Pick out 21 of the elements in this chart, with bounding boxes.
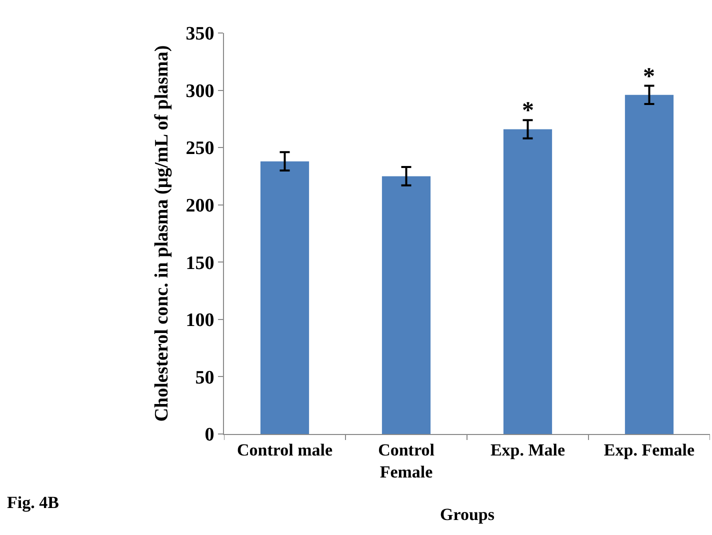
- x-tick-label: Control male: [236, 440, 333, 460]
- bar: [503, 129, 552, 434]
- x-tick-label: Exp. Female: [604, 440, 696, 460]
- x-tick-label: Control Female: [378, 440, 435, 482]
- bar: [260, 161, 310, 434]
- annotation: *: [643, 64, 655, 90]
- y-tick-label: 50: [195, 367, 214, 388]
- caption: Fig. 4B: [7, 493, 59, 512]
- y-tick-label: 150: [186, 252, 214, 274]
- y-tick-label: 100: [186, 310, 214, 332]
- bar: [624, 94, 674, 434]
- y-tick-label: 0: [204, 424, 214, 446]
- bar: [382, 176, 431, 434]
- x-axis-title: Groups: [440, 505, 495, 524]
- y-axis-title: Cholesterol conc. in plasma (µg/mL of plasma): [152, 45, 173, 422]
- annotation: *: [522, 98, 534, 124]
- x-tick-label: Exp. Male: [490, 440, 566, 460]
- y-tick-label: 300: [186, 80, 214, 102]
- y-tick-label: 200: [186, 196, 214, 217]
- y-tick-label: 350: [186, 24, 214, 45]
- y-tick-label: 250: [186, 138, 214, 160]
